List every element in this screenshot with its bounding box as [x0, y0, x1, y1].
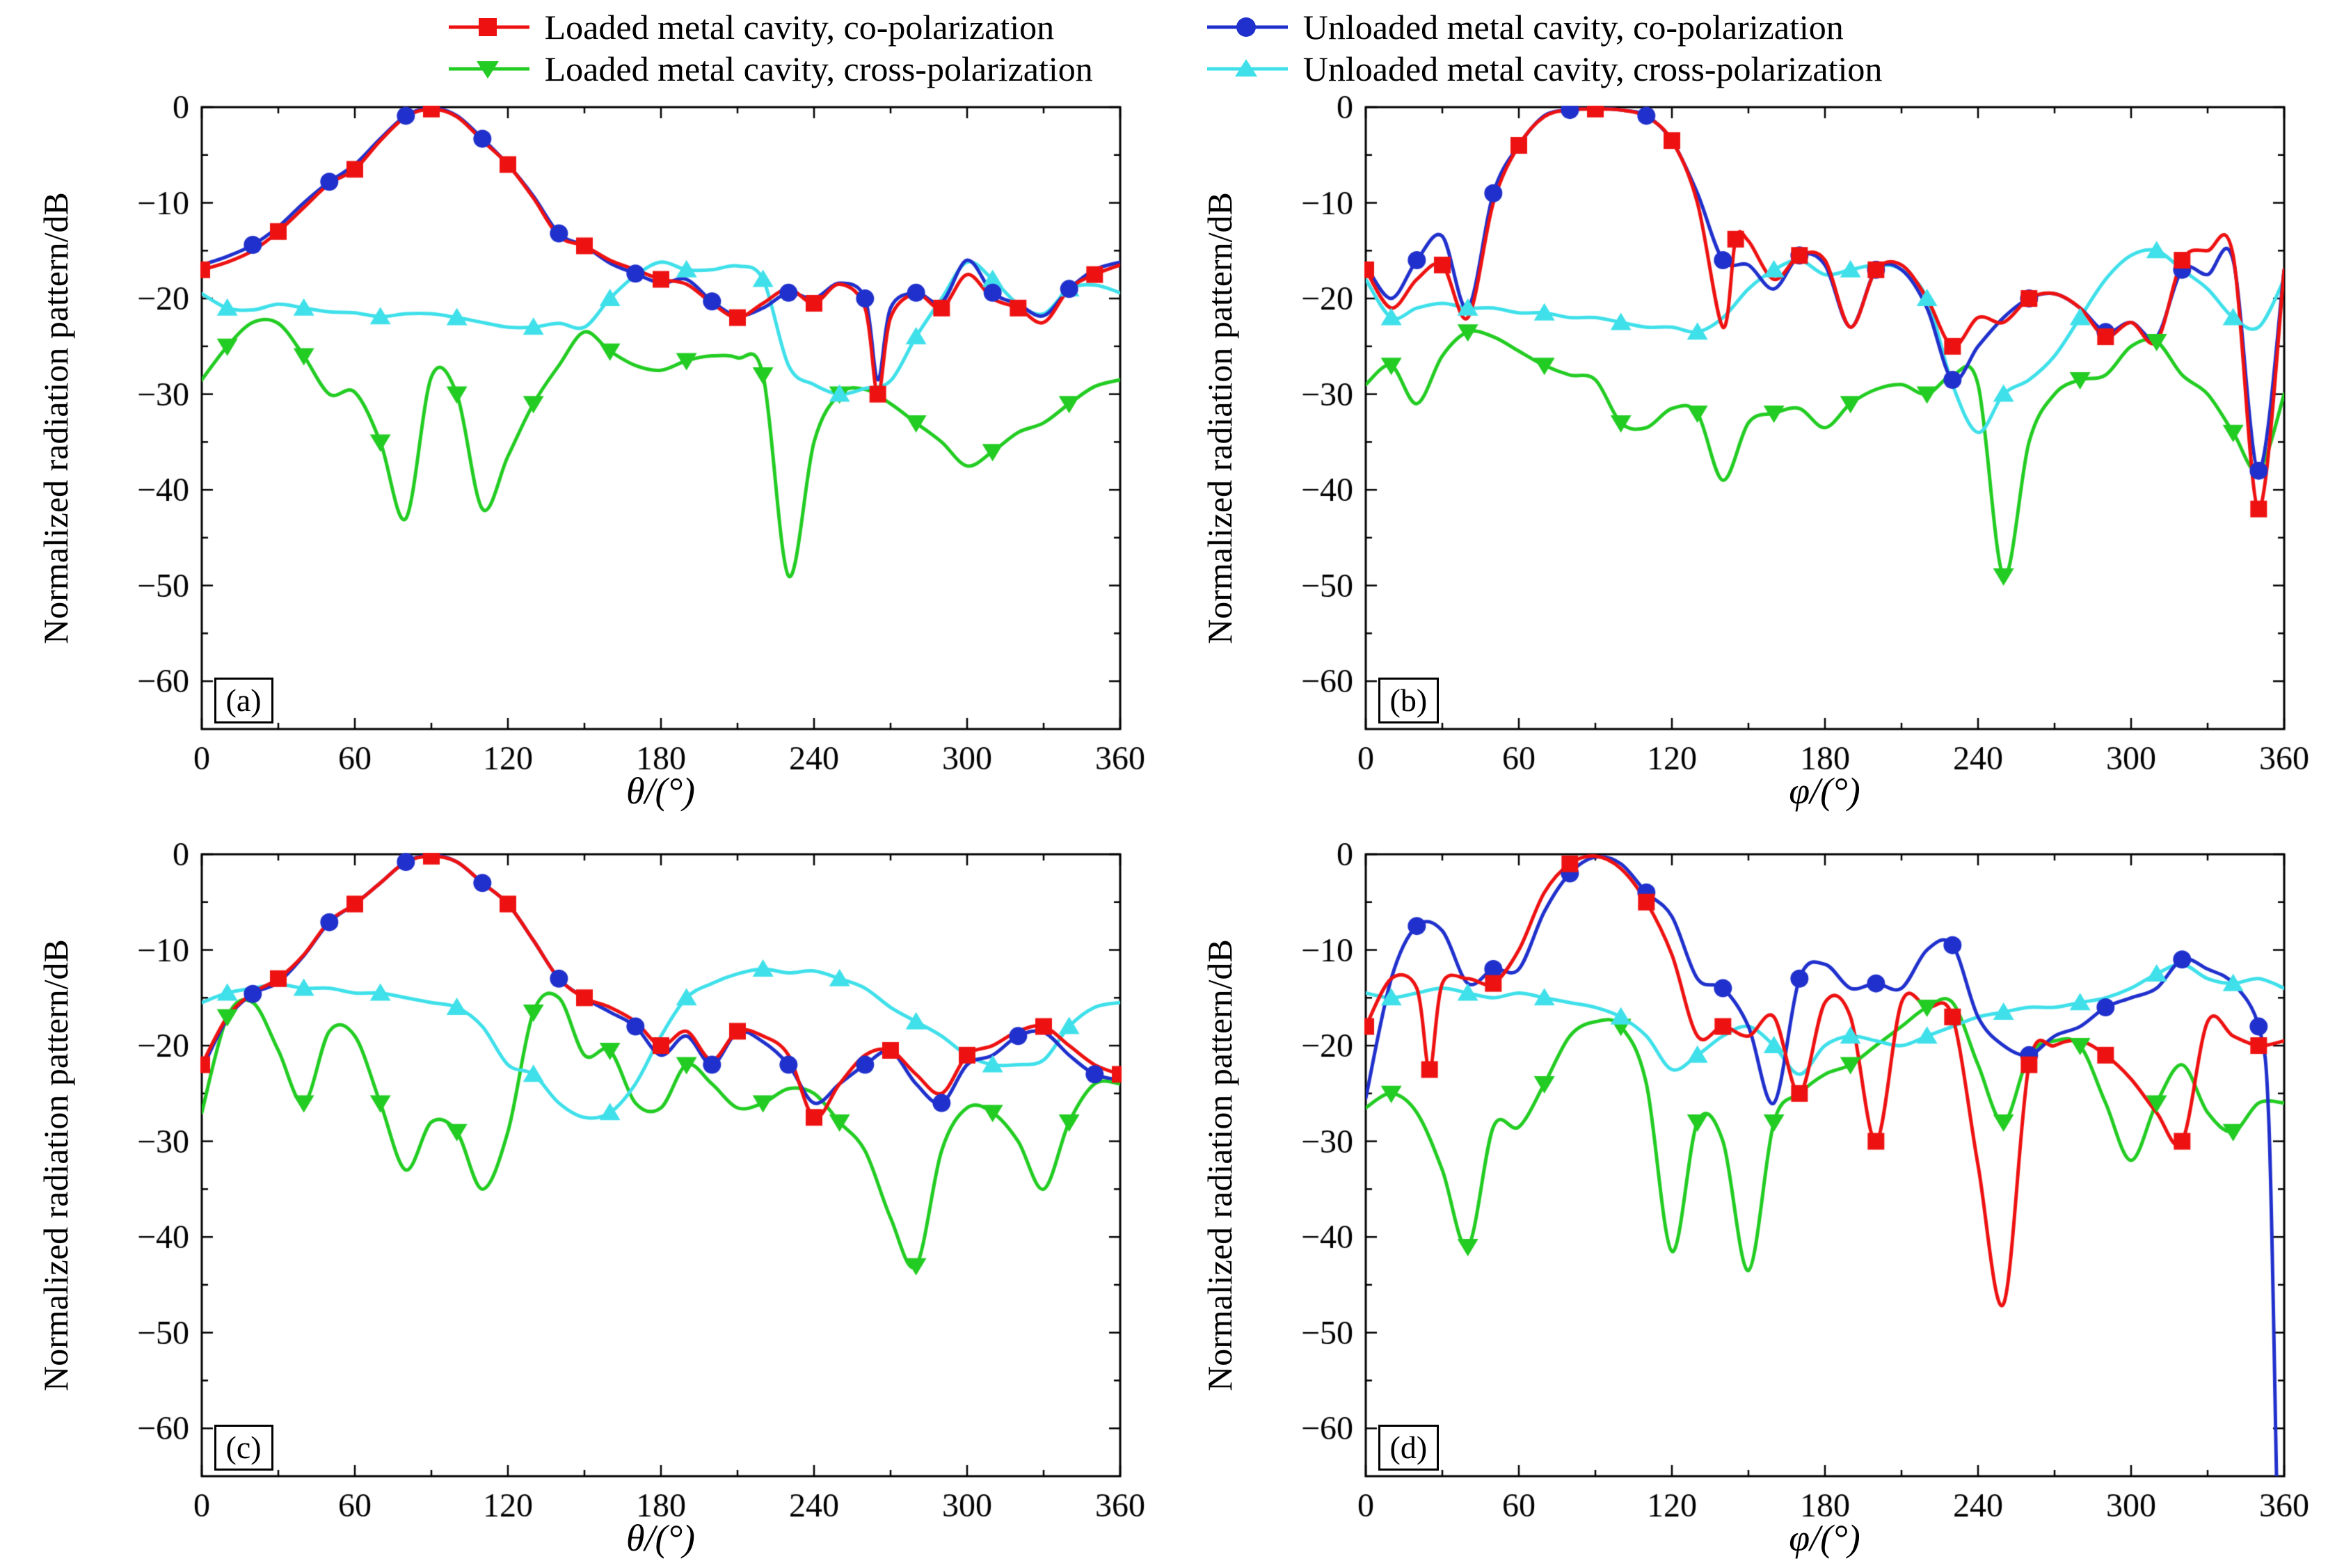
legend: Loaded metal cavity, co-polarization Loa…	[0, 0, 2328, 89]
legend-label: Unloaded metal cavity, cross-polarizatio…	[1302, 49, 1883, 88]
panel-label: (b)	[1378, 678, 1440, 723]
green-triangle-down-marker-icon	[446, 55, 532, 83]
panel-c-plot-canvas	[15, 840, 1149, 1568]
legend-item-loaded-co: Loaded metal cavity, co-polarization	[446, 7, 1093, 47]
red-square-marker-icon	[446, 13, 532, 41]
panel-label: (c)	[214, 1425, 273, 1471]
legend-item-unloaded-cross: Unloaded metal cavity, cross-polarizatio…	[1204, 49, 1883, 89]
legend-label: Loaded metal cavity, cross-polarization	[544, 49, 1093, 88]
y-axis-label: Normalized radiation pattern/dB	[35, 939, 75, 1391]
panel-a: Normalized radiation pattern/dB θ/(°) (a…	[15, 93, 1149, 831]
legend-label: Loaded metal cavity, co-polarization	[544, 8, 1055, 47]
panel-d: Normalized radiation pattern/dB φ/(°) (d…	[1179, 840, 2313, 1568]
y-axis-label: Normalized radiation pattern/dB	[35, 192, 75, 644]
x-axis-label: φ/(°)	[1789, 770, 1860, 812]
panel-d-plot-canvas	[1179, 840, 2313, 1568]
legend-item-loaded-cross: Loaded metal cavity, cross-polarization	[446, 49, 1093, 89]
panel-b: Normalized radiation pattern/dB φ/(°) (b…	[1179, 93, 2313, 831]
panel-label: (a)	[214, 678, 273, 723]
cyan-triangle-up-marker-icon	[1204, 55, 1291, 83]
panel-a-plot-canvas	[15, 93, 1149, 831]
panel-label: (d)	[1378, 1425, 1440, 1471]
legend-label: Unloaded metal cavity, co-polarization	[1302, 8, 1844, 47]
panel-b-plot-canvas	[1179, 93, 2313, 831]
y-axis-label: Normalized radiation pattern/dB	[1199, 939, 1239, 1391]
x-axis-label: φ/(°)	[1789, 1517, 1860, 1559]
x-axis-label: θ/(°)	[625, 770, 696, 812]
legend-item-unloaded-co: Unloaded metal cavity, co-polarization	[1204, 7, 1883, 47]
panel-c: Normalized radiation pattern/dB θ/(°) (c…	[15, 840, 1149, 1568]
blue-circle-marker-icon	[1204, 13, 1291, 41]
x-axis-label: θ/(°)	[625, 1517, 696, 1559]
subplot-grid: Normalized radiation pattern/dB θ/(°) (a…	[0, 93, 2328, 1568]
y-axis-label: Normalized radiation pattern/dB	[1199, 192, 1239, 644]
